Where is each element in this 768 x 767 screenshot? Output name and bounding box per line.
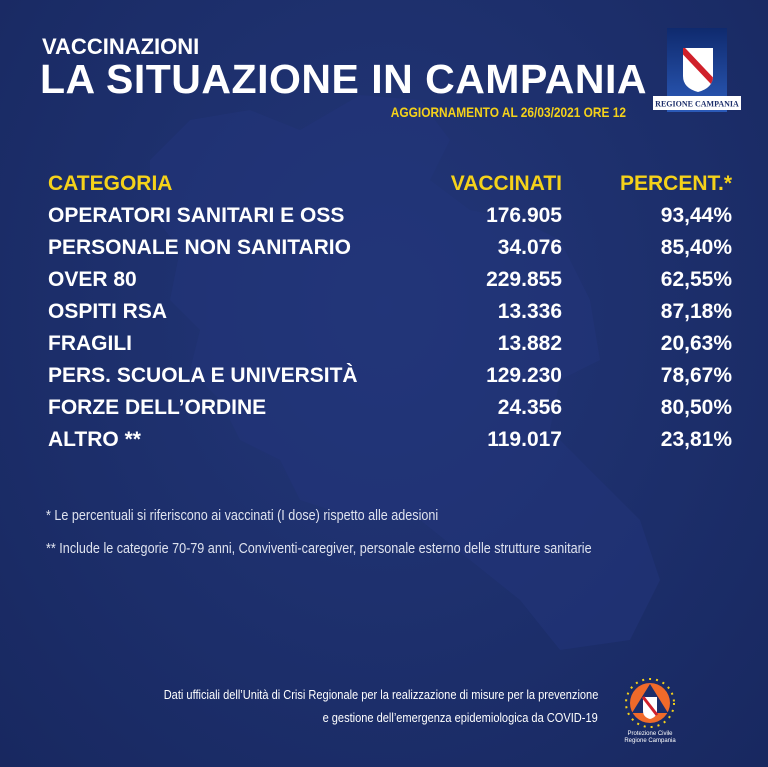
vaccinated: 229.855 [486, 268, 562, 291]
category: PERSONALE NON SANITARIO [48, 236, 351, 259]
protezione-civile-logo: Protezione Civile Regione Campania [624, 678, 676, 744]
svg-text:REGIONE CAMPANIA: REGIONE CAMPANIA [655, 100, 739, 109]
footnote-percent: * Le percentuali si riferiscono ai vacci… [46, 507, 439, 524]
percent: 80,50% [660, 396, 732, 419]
subtitle: VACCINAZIONI [42, 34, 200, 59]
vaccinated: 13.336 [497, 300, 562, 323]
category: OVER 80 [48, 268, 137, 291]
table-header: CATEGORIA VACCINATI PERCENT.* [48, 172, 732, 202]
footer-line-2: e gestione dell’emergenza epidemiologica… [322, 710, 598, 725]
column-header-vaccinati: VACCINATI [450, 172, 562, 195]
table-row: FRAGILI 13.882 20,63% [48, 332, 732, 362]
percent: 20,63% [660, 332, 732, 355]
column-header-categoria: CATEGORIA [48, 172, 173, 195]
table-row: OSPITI RSA 13.336 87,18% [48, 300, 732, 330]
percent: 23,81% [660, 428, 732, 451]
table-row: OVER 80 229.855 62,55% [48, 268, 732, 298]
table-row: PERS. SCUOLA E UNIVERSITÀ 129.230 78,67% [48, 364, 732, 394]
vaccinated: 176.905 [486, 204, 562, 227]
regione-campania-logo: REGIONE CAMPANIA [653, 28, 741, 112]
column-header-percent: PERCENT.* [619, 172, 732, 195]
vaccinated: 34.076 [497, 236, 562, 259]
footnote-altro: ** Include le categorie 70-79 anni, Conv… [46, 540, 592, 557]
percent: 85,40% [660, 236, 732, 259]
category: OPERATORI SANITARI E OSS [48, 204, 345, 227]
page-title: LA SITUAZIONE IN CAMPANIA [40, 56, 647, 102]
percent: 93,44% [660, 204, 732, 227]
footer-line-1: Dati ufficiali dell’Unità di Crisi Regio… [163, 687, 598, 702]
category: OSPITI RSA [48, 300, 168, 323]
category: ALTRO ** [48, 428, 141, 451]
percent: 87,18% [660, 300, 732, 323]
percent: 78,67% [660, 364, 732, 387]
update-date: AGGIORNAMENTO AL 26/03/2021 ORE 12 [390, 104, 626, 120]
svg-text:Protezione Civile: Protezione Civile [627, 731, 673, 737]
table-row: OPERATORI SANITARI E OSS 176.905 93,44% [48, 204, 732, 234]
table-row: ALTRO ** 119.017 23,81% [48, 428, 732, 458]
vaccinated: 129.230 [486, 364, 562, 387]
percent: 62,55% [660, 268, 732, 291]
table-row: PERSONALE NON SANITARIO 34.076 85,40% [48, 236, 732, 266]
category: FRAGILI [48, 332, 132, 355]
category: PERS. SCUOLA E UNIVERSITÀ [48, 364, 358, 387]
vaccinated: 119.017 [487, 428, 562, 451]
vaccinated: 13.882 [497, 332, 562, 355]
table-row: FORZE DELL’ORDINE 24.356 80,50% [48, 396, 732, 426]
vaccinated: 24.356 [497, 396, 562, 419]
svg-text:Regione Campania: Regione Campania [624, 738, 676, 744]
category: FORZE DELL’ORDINE [48, 396, 267, 419]
